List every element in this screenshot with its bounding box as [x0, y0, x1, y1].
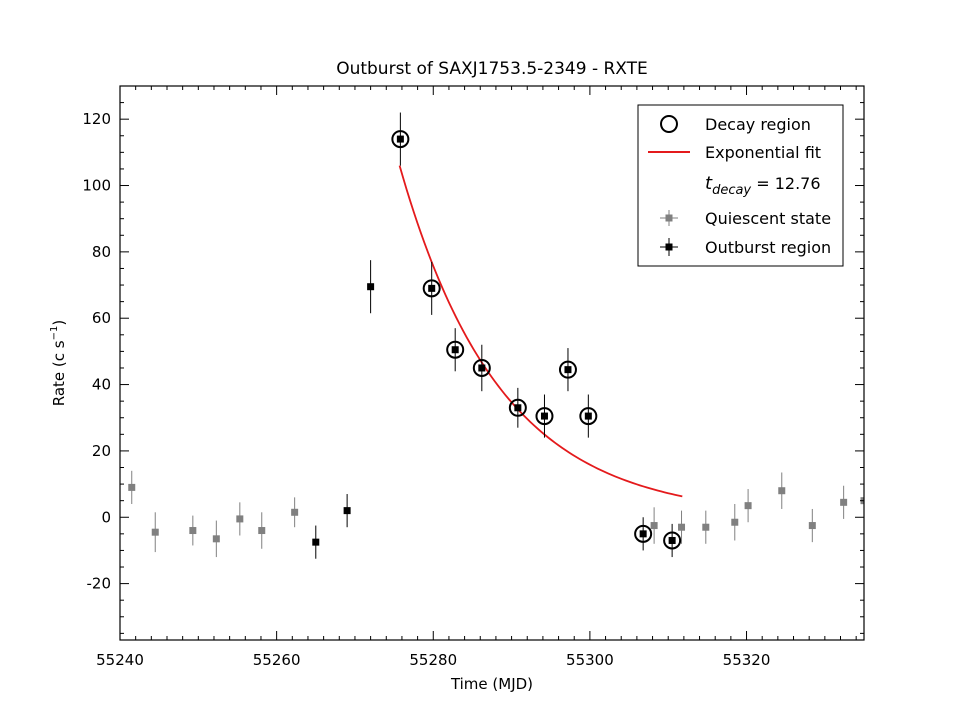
quiescent-point: [236, 502, 244, 536]
x-tick-label: 55280: [409, 651, 457, 669]
x-tick-label: 55320: [723, 651, 771, 669]
y-axis-label-main: Rate (c s: [50, 340, 68, 406]
quiescent-point: [189, 515, 197, 546]
outburst-point: [564, 348, 572, 392]
y-tick-label: 40: [92, 376, 111, 394]
x-axis: 55240 55260 55280 55300 55320: [96, 86, 857, 669]
decay-point: [446, 340, 465, 359]
quiescent-point: [840, 485, 848, 519]
chart-title: Outburst of SAXJ1753.5-2349 - RXTE: [336, 59, 648, 79]
legend-outburst-label: Outburst region: [705, 238, 831, 257]
y-tick-label: 100: [82, 177, 111, 195]
legend-quiescent-marker: [660, 210, 678, 226]
outburst-point: [478, 344, 486, 392]
outburst-point: [514, 387, 522, 428]
quiescent-point: [291, 497, 299, 528]
decay-point: [508, 398, 527, 417]
y-axis-label-close: ): [50, 320, 68, 326]
decay-point: [391, 130, 410, 149]
quiescent-point: [744, 489, 752, 523]
legend-fit-label: Exponential fit: [705, 143, 821, 162]
quiescent-point: [702, 510, 710, 544]
y-axis-label: Rate (c s−1): [49, 320, 68, 406]
quiescent-point: [151, 512, 159, 553]
legend-tdecay-t: t: [705, 173, 713, 194]
decay-point: [634, 524, 653, 543]
legend-decay-label: Decay region: [705, 115, 811, 134]
quiescent-point: [678, 510, 686, 544]
y-tick-label: 60: [92, 309, 111, 327]
outburst-point: [343, 494, 351, 528]
legend-tdecay-value: = 12.76: [751, 174, 820, 193]
legend-tdecay-label: tdecay = 12.76: [705, 173, 821, 198]
quiescent-point: [212, 520, 220, 558]
quiescent-point: [731, 503, 739, 541]
x-tick-label: 55260: [253, 651, 301, 669]
legend-outburst-marker: [660, 238, 678, 256]
decay-point: [663, 531, 682, 550]
legend-quiescent-label: Quiescent state: [705, 209, 831, 228]
plot-frame: [119, 85, 865, 641]
y-tick-label: 120: [82, 110, 111, 128]
quiescent-point: [650, 507, 658, 544]
x-tick-label: 55240: [96, 651, 144, 669]
quiescent-point: [808, 508, 816, 543]
decay-point: [472, 358, 491, 377]
y-axis-label-exponent: −1: [49, 326, 60, 341]
y-tick-label: 20: [92, 442, 111, 460]
decay-point: [579, 407, 598, 426]
y-tick-label: 0: [101, 508, 111, 526]
outburst-point: [668, 523, 676, 558]
outburst-point: [367, 260, 375, 314]
outburst-point: [639, 517, 647, 551]
legend: Decay region Exponential fit tdecay = 12…: [637, 104, 844, 267]
decay-point: [558, 360, 577, 379]
legend-tdecay-sub: decay: [712, 183, 751, 198]
plot-area: [128, 112, 864, 559]
outburst-point: [584, 394, 592, 438]
fit-curve: [398, 165, 683, 498]
y-axis: -20 0 20 40 60 80 100 120: [82, 85, 864, 634]
outburst-point: [396, 112, 404, 166]
x-axis-label: Time (MJD): [450, 675, 533, 693]
x-tick-label: 55300: [566, 651, 614, 669]
y-tick-label: -20: [87, 575, 112, 593]
outburst-point: [428, 261, 436, 315]
decay-point: [422, 279, 441, 298]
legend-decay-marker: [660, 115, 678, 133]
outburst-point: [451, 328, 459, 372]
outburst-point: [540, 394, 548, 438]
quiescent-point: [258, 512, 266, 549]
y-tick-label: 80: [92, 243, 111, 261]
outburst-point: [312, 525, 320, 559]
decay-point: [535, 407, 554, 426]
quiescent-point: [778, 472, 786, 509]
quiescent-point: [128, 470, 136, 504]
